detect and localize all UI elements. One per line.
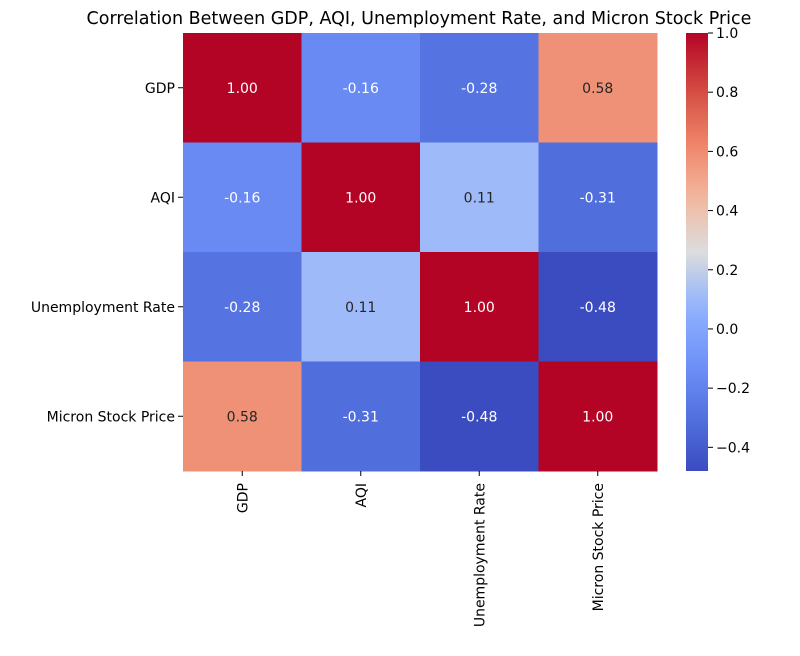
y-axis-ticks: GDP AQI Unemployment Rate Micron Stock Pric…	[31, 81, 183, 425]
colorbar-tick-label: 1.0	[716, 26, 738, 42]
colorbar: 1.0 0.8 0.6 0.4 0.2 0.0 −0.2 −0.4	[686, 26, 750, 471]
heatmap-cell-unemployment-rate-unemployment-rate	[420, 252, 539, 362]
heatmap-cell-aqi-unemployment-rate	[420, 142, 539, 253]
colorbar-tick-label: 0.0	[716, 322, 738, 338]
heatmap-cell-gdp-gdp	[183, 33, 302, 143]
cell-value-label: 1.00	[582, 409, 613, 425]
cell-value-label: 0.58	[227, 409, 258, 425]
cell-value-label: -0.48	[461, 409, 497, 425]
cell-value-label: -0.28	[224, 300, 260, 316]
colorbar-tick-label: 0.2	[716, 263, 738, 279]
colorbar-tick-label: 0.8	[716, 85, 738, 101]
x-tick-label: AQI	[354, 483, 370, 507]
heatmap-cell-micron-stock-price-aqi	[301, 361, 421, 472]
cell-value-label: -0.16	[343, 81, 379, 97]
cell-value-label: 0.11	[464, 190, 495, 206]
y-tick-label: Unemployment Rate	[31, 300, 175, 316]
colorbar-tick-label: −0.2	[716, 381, 750, 397]
y-tick-label: GDP	[145, 81, 175, 97]
y-tick-label: Micron Stock Price	[47, 409, 175, 425]
colorbar-tick-label: 0.6	[716, 144, 738, 160]
colorbar-tick-label: −0.4	[716, 440, 750, 456]
heatmap-cell-unemployment-rate-micron-stock-price	[538, 252, 658, 362]
cell-value-label: 1.00	[227, 81, 258, 97]
chart-title: Correlation Between GDP, AQI, Unemployme…	[87, 9, 752, 29]
heatmap-cell-micron-stock-price-micron-stock-price	[538, 361, 658, 472]
x-axis-ticks: GDP AQI Unemployment Rate Micron Stock Pric…	[235, 471, 607, 627]
colorbar-scale	[686, 33, 708, 471]
heatmap-cell-unemployment-rate-gdp	[183, 252, 302, 362]
heatmap-cells: 1.00 -0.16 -0.28 0.58 -0.16 1.00 0.11 -0.31 -0.2…	[183, 33, 658, 472]
cell-value-label: -0.31	[580, 190, 616, 206]
heatmap-cell-aqi-aqi	[301, 142, 421, 253]
cell-value-label: -0.16	[224, 190, 260, 206]
cell-value-label: -0.28	[461, 81, 497, 97]
cell-value-label: -0.48	[580, 300, 616, 316]
cell-value-label: 1.00	[345, 190, 376, 206]
colorbar-tick-label: 0.4	[716, 204, 738, 220]
cell-value-label: -0.31	[343, 409, 379, 425]
heatmap-cell-micron-stock-price-gdp	[183, 361, 302, 472]
heatmap-cell-gdp-unemployment-rate	[420, 33, 539, 143]
cell-value-label: 0.11	[345, 300, 376, 316]
x-tick-label: GDP	[235, 483, 251, 513]
heatmap-cell-micron-stock-price-unemployment-rate	[420, 361, 539, 472]
heatmap-cell-gdp-aqi	[301, 33, 421, 143]
heatmap-cell-aqi-gdp	[183, 142, 302, 253]
x-tick-label: Unemployment Rate	[472, 483, 488, 627]
cell-value-label: 1.00	[464, 300, 495, 316]
heatmap-cell-aqi-micron-stock-price	[538, 142, 658, 253]
x-tick-label: Micron Stock Price	[591, 483, 607, 611]
y-tick-label: AQI	[151, 190, 175, 206]
heatmap-cell-unemployment-rate-aqi	[301, 252, 421, 362]
heatmap-cell-gdp-micron-stock-price	[538, 33, 658, 143]
cell-value-label: 0.58	[582, 81, 613, 97]
